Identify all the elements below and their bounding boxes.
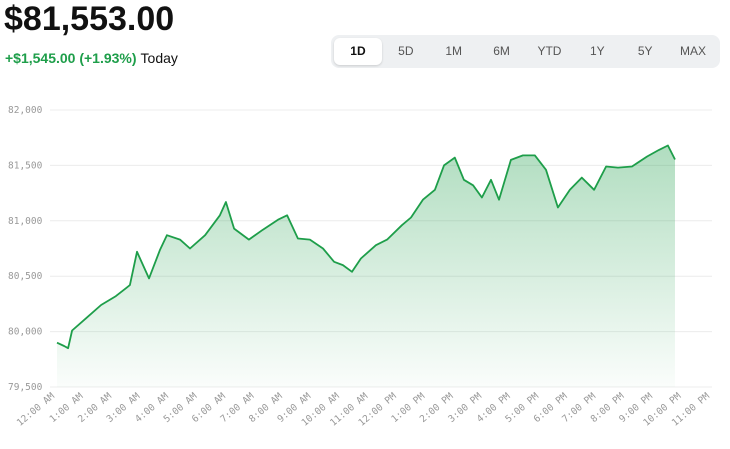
y-tick-label: 79,500 <box>8 382 43 393</box>
y-tick-label: 81,000 <box>8 216 43 227</box>
range-tab[interactable]: 1Y <box>589 44 605 58</box>
y-tick-label: 80,500 <box>8 271 43 282</box>
period: Today <box>140 50 178 66</box>
y-tick-label: 81,500 <box>8 160 43 171</box>
price-change: +$1,545.00 (+1.93%) <box>5 50 137 66</box>
range-tab[interactable]: YTD <box>537 44 562 58</box>
y-tick-label: 82,000 <box>8 105 43 116</box>
range-tabs: 1D 5D 1M 6M YTD 1Y 5Y MAX <box>331 35 720 68</box>
range-tab[interactable]: 1D <box>334 38 382 65</box>
x-tick-label: 12:00 AM <box>15 391 57 429</box>
area-fill <box>56 145 676 387</box>
range-tab[interactable]: 1M <box>445 44 463 58</box>
range-tab[interactable]: 5Y <box>637 44 653 58</box>
y-tick-label: 80,000 <box>8 327 43 338</box>
change-row: +$1,545.00 (+1.93%) Today <box>5 50 178 66</box>
price-line <box>56 144 676 350</box>
range-tab[interactable]: 6M <box>493 44 510 58</box>
range-tab[interactable]: MAX <box>680 44 707 58</box>
price: $81,553.00 <box>4 0 175 38</box>
range-tab[interactable]: 5D <box>398 44 414 58</box>
